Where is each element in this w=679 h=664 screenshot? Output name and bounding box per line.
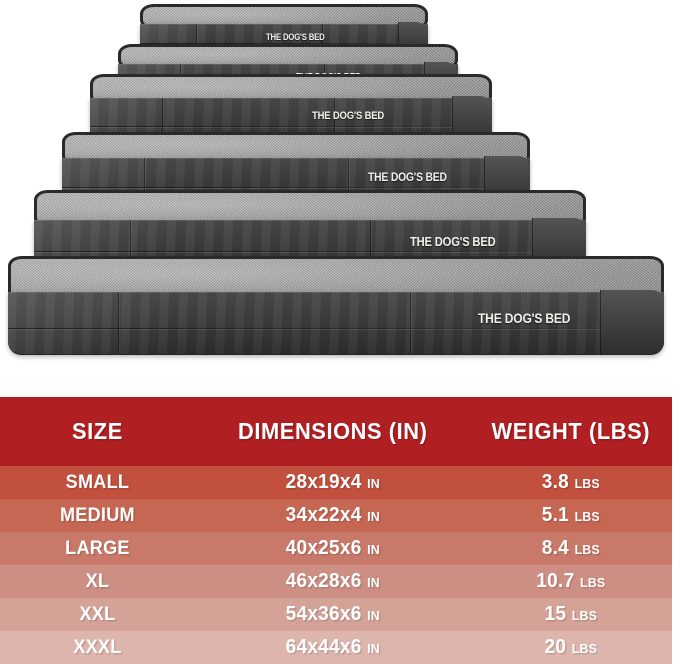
weight-value: 3.8 xyxy=(542,471,570,493)
cell-size: XXXL xyxy=(73,636,122,658)
bed-panel-seam xyxy=(196,24,197,56)
table-row: XXL 54x36x6 IN 15 LBS xyxy=(0,598,672,631)
table-row: SMALL 28x19x4 IN 3.8 LBS xyxy=(0,466,672,499)
cell-size: XL xyxy=(85,570,110,592)
bed-panel-seam xyxy=(162,98,163,146)
dimension-value: 28x19x4 xyxy=(285,471,362,493)
dimension-value: 54x36x6 xyxy=(285,603,362,625)
weight-unit: LBS xyxy=(580,575,606,590)
dimension-unit: IN xyxy=(367,476,380,491)
bed-seam xyxy=(62,187,530,188)
cell-dimensions: 46x28x6 IN xyxy=(202,570,464,593)
weight-value: 10.7 xyxy=(536,570,575,592)
dimension-unit: IN xyxy=(367,575,380,590)
bed-panel-seam xyxy=(370,220,371,274)
bed-panel-seam xyxy=(144,158,145,208)
size-chart-table: SIZE DIMENSIONS (IN) WEIGHT (LBS) SMALL … xyxy=(0,397,672,664)
table-header-row: SIZE DIMENSIONS (IN) WEIGHT (LBS) xyxy=(0,397,672,466)
table-row: XL 46x28x6 IN 10.7 LBS xyxy=(0,565,672,598)
bed-seam xyxy=(8,328,664,329)
cell-size: XXL xyxy=(79,603,116,625)
weight-unit: LBS xyxy=(574,542,601,557)
weight-value: 5.1 xyxy=(542,504,570,526)
table-row: XXXL 64x44x6 IN 20 LBS xyxy=(0,631,672,664)
table-row: MEDIUM 34x22x4 IN 5.1 LBS xyxy=(0,499,672,532)
cell-size: SMALL xyxy=(65,471,130,493)
brand-wordmark: THE DOG'S BED xyxy=(368,170,447,184)
cell-weight: 5.1 LBS xyxy=(475,504,667,527)
cell-weight: 3.8 LBS xyxy=(475,471,667,494)
bed-panel-seam xyxy=(118,292,119,354)
column-header-dimensions: DIMENSIONS (IN) xyxy=(237,418,428,444)
table-body: SMALL 28x19x4 IN 3.8 LBS MEDIUM 34x22x4 … xyxy=(0,466,672,664)
bed-panel-seam xyxy=(334,98,335,146)
cell-dimensions: 64x44x6 IN xyxy=(202,636,464,659)
cell-size: MEDIUM xyxy=(59,504,135,526)
bed-end-cap xyxy=(600,290,664,354)
dimension-value: 34x22x4 xyxy=(285,504,362,526)
column-header-weight: WEIGHT (LBS) xyxy=(491,418,651,444)
cell-dimensions: 28x19x4 IN xyxy=(202,471,464,494)
bed-panel-seam xyxy=(410,292,411,354)
bed-seam xyxy=(140,43,428,44)
bed-panel-seam xyxy=(130,220,131,274)
dimension-value: 64x44x6 xyxy=(285,636,362,658)
weight-unit: LBS xyxy=(574,509,601,524)
bed-panel-seam xyxy=(348,158,349,208)
cell-size: LARGE xyxy=(65,537,130,559)
weight-unit: LBS xyxy=(572,608,598,623)
weight-unit: LBS xyxy=(574,476,601,491)
weight-unit: LBS xyxy=(572,641,598,656)
brand-wordmark: THE DOG'S BED xyxy=(312,110,385,122)
cell-dimensions: 34x22x4 IN xyxy=(202,504,464,527)
product-photo: THE DOG'S BED THE DOG'S BED THE xyxy=(8,4,664,355)
dimension-value: 40x25x6 xyxy=(285,537,362,559)
cell-weight: 10.7 LBS xyxy=(475,570,667,593)
dimension-unit: IN xyxy=(367,542,380,557)
dog-bed-xxxl: THE DOG'S BED xyxy=(8,256,664,355)
cell-weight: 20 LBS xyxy=(475,636,667,659)
dimension-unit: IN xyxy=(367,641,380,656)
brand-wordmark: THE DOG'S BED xyxy=(478,310,571,326)
cell-weight: 8.4 LBS xyxy=(475,537,667,560)
weight-value: 15 xyxy=(544,603,567,625)
cell-dimensions: 40x25x6 IN xyxy=(202,537,464,560)
column-header-size: SIZE xyxy=(72,418,123,444)
dimension-unit: IN xyxy=(367,608,380,623)
bed-panel-seam xyxy=(322,24,323,56)
cell-weight: 15 LBS xyxy=(475,603,667,626)
bed-seam xyxy=(34,251,586,252)
weight-value: 20 xyxy=(544,636,567,658)
brand-wordmark: THE DOG'S BED xyxy=(266,32,325,42)
brand-wordmark: THE DOG'S BED xyxy=(410,234,496,249)
bed-seam xyxy=(90,126,492,127)
dimension-value: 46x28x6 xyxy=(285,570,362,592)
dimension-unit: IN xyxy=(367,509,380,524)
table-row: LARGE 40x25x6 IN 8.4 LBS xyxy=(0,532,672,565)
weight-value: 8.4 xyxy=(542,537,570,559)
bed-side-wall xyxy=(8,292,664,355)
cell-dimensions: 54x36x6 IN xyxy=(202,603,464,626)
